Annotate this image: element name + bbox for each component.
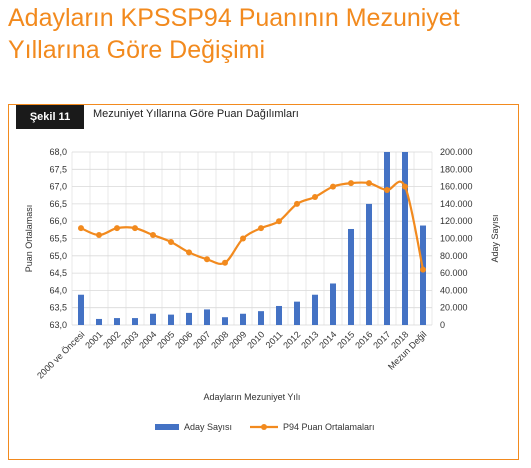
x-axis-tick-label: 2006 bbox=[173, 329, 194, 350]
bar-aday-sayisi bbox=[258, 311, 264, 325]
right-axis-tick-label: 40.000 bbox=[440, 285, 468, 295]
left-axis-tick-label: 64,0 bbox=[49, 285, 67, 295]
left-axis-tick-label: 64,5 bbox=[49, 268, 67, 278]
point-p94-puan bbox=[420, 266, 426, 273]
right-axis-tick-label: 120.000 bbox=[440, 216, 473, 226]
y-axis-left-title: Puan Ortalaması bbox=[24, 205, 34, 273]
x-axis-tick-label: 2012 bbox=[281, 329, 302, 350]
point-p94-puan bbox=[78, 225, 84, 232]
x-axis-tick-label: 2016 bbox=[353, 329, 374, 350]
bar-aday-sayisi bbox=[312, 294, 318, 325]
bar-aday-sayisi bbox=[366, 203, 372, 325]
bar-aday-sayisi bbox=[276, 305, 282, 325]
right-axis-tick-label: 180.000 bbox=[440, 164, 473, 174]
left-axis-tick-label: 63,5 bbox=[49, 303, 67, 313]
figure-frame bbox=[8, 104, 519, 460]
point-p94-puan bbox=[258, 225, 264, 232]
right-axis-tick-label: 140.000 bbox=[440, 199, 473, 209]
x-axis-tick-label: 2002 bbox=[101, 329, 122, 350]
bar-aday-sayisi bbox=[132, 318, 138, 325]
right-axis-tick-label: 80.000 bbox=[440, 251, 468, 261]
right-axis-tick-label: 0 bbox=[440, 320, 445, 330]
point-p94-puan bbox=[294, 200, 300, 207]
x-axis-tick-label: 2017 bbox=[371, 329, 392, 350]
right-axis-tick-label: 100.000 bbox=[440, 234, 473, 244]
point-p94-puan bbox=[150, 232, 156, 239]
page-title: Adayların KPSSP94 Puanının Mezuniyet Yıl… bbox=[8, 2, 523, 66]
legend-swatch-aday-sayisi bbox=[155, 424, 179, 430]
point-p94-puan bbox=[366, 180, 372, 187]
legend-label-aday-sayisi: Aday Sayısı bbox=[184, 422, 232, 432]
point-p94-puan bbox=[204, 256, 210, 263]
left-axis-tick-label: 67,5 bbox=[49, 164, 67, 174]
bar-aday-sayisi bbox=[204, 309, 210, 325]
point-p94-puan bbox=[402, 183, 408, 190]
x-axis-tick-label: 2004 bbox=[137, 329, 158, 350]
x-axis-tick-label: 2014 bbox=[317, 329, 338, 350]
x-axis-title: Adayların Mezuniyet Yılı bbox=[204, 392, 301, 402]
bar-aday-sayisi bbox=[114, 318, 120, 325]
bar-aday-sayisi bbox=[168, 314, 174, 325]
point-p94-puan bbox=[276, 218, 282, 225]
page-title-line-1: Adayların KPSSP94 Puanının Mezuniyet bbox=[8, 4, 460, 32]
bar-aday-sayisi bbox=[294, 301, 300, 325]
left-axis-tick-label: 65,5 bbox=[49, 234, 67, 244]
bar-aday-sayisi bbox=[330, 283, 336, 325]
x-axis-tick-label: 2010 bbox=[245, 329, 266, 350]
bar-aday-sayisi bbox=[78, 294, 84, 325]
x-axis-tick-label: 2009 bbox=[227, 329, 248, 350]
bar-aday-sayisi bbox=[150, 313, 156, 325]
bar-aday-sayisi bbox=[384, 152, 390, 325]
bar-aday-sayisi bbox=[348, 228, 354, 325]
bar-aday-sayisi bbox=[240, 313, 246, 325]
legend-swatch-p94-marker bbox=[261, 424, 267, 430]
bar-aday-sayisi bbox=[420, 225, 426, 325]
figure-caption: Mezuniyet Yıllarına Göre Puan Dağılımlar… bbox=[93, 108, 299, 120]
figure-badge: Şekil 11 bbox=[16, 105, 84, 129]
left-axis-tick-label: 66,5 bbox=[49, 199, 67, 209]
point-p94-puan bbox=[384, 187, 390, 194]
x-axis-tick-label: 2003 bbox=[119, 329, 140, 350]
left-axis-tick-label: 65,0 bbox=[49, 251, 67, 261]
point-p94-puan bbox=[348, 180, 354, 187]
x-axis-tick-label: 2011 bbox=[264, 329, 285, 350]
point-p94-puan bbox=[168, 238, 174, 245]
right-axis-tick-label: 60.000 bbox=[440, 268, 468, 278]
point-p94-puan bbox=[330, 183, 336, 190]
page-title-line-2: Yıllarına Göre Değişimi bbox=[8, 36, 266, 64]
bar-aday-sayisi bbox=[186, 312, 192, 325]
right-axis-tick-label: 200.000 bbox=[440, 147, 473, 157]
point-p94-puan bbox=[240, 235, 246, 242]
x-axis-tick-label: 2001 bbox=[83, 329, 104, 350]
x-axis-tick-label: 2007 bbox=[191, 329, 212, 350]
x-axis-tick-label: 2000 ve Öncesi bbox=[35, 329, 86, 380]
left-axis-tick-label: 67,0 bbox=[49, 182, 67, 192]
x-axis-tick-label: 2008 bbox=[209, 329, 230, 350]
x-axis-tick-label: 2013 bbox=[299, 329, 320, 350]
point-p94-puan bbox=[312, 193, 318, 200]
bar-aday-sayisi bbox=[402, 152, 408, 325]
point-p94-puan bbox=[222, 259, 228, 266]
point-p94-puan bbox=[96, 232, 102, 239]
point-p94-puan bbox=[132, 225, 138, 232]
right-axis-tick-label: 160.000 bbox=[440, 182, 473, 192]
y-axis-right-title: Aday Sayısı bbox=[490, 214, 500, 262]
bar-aday-sayisi bbox=[96, 318, 102, 325]
bar-aday-sayisi bbox=[222, 317, 228, 325]
x-axis-tick-label: 2005 bbox=[155, 329, 176, 350]
point-p94-puan bbox=[114, 225, 120, 232]
left-axis-tick-label: 66,0 bbox=[49, 216, 67, 226]
point-p94-puan bbox=[186, 249, 192, 256]
left-axis-tick-label: 63,0 bbox=[49, 320, 67, 330]
x-axis-tick-label: 2015 bbox=[335, 329, 356, 350]
legend-label-p94: P94 Puan Ortalamaları bbox=[283, 422, 375, 432]
right-axis-tick-label: 20.000 bbox=[440, 303, 468, 313]
left-axis-tick-label: 68,0 bbox=[49, 147, 67, 157]
